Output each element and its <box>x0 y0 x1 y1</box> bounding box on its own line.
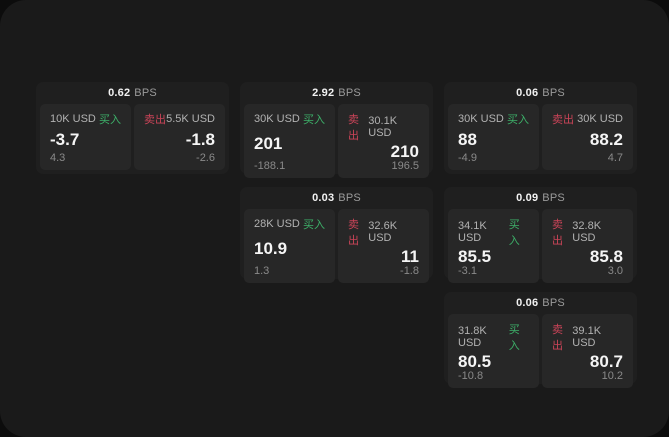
bps-header: 0.62 BPS <box>40 82 225 104</box>
sell-value: 11 <box>401 247 419 266</box>
sell-delta: 4.7 <box>607 152 623 164</box>
buy-value: 10.9 <box>254 239 288 258</box>
bps-unit-label: BPS <box>542 87 565 99</box>
bps-header: 0.03 BPS <box>244 187 429 209</box>
sell-quote-panel[interactable]: 卖出 39.1K USD 80.7 10.2 <box>542 314 633 388</box>
buy-amount: 30K USD <box>254 113 300 125</box>
quote-card: 0.03 BPS 28K USD 买入 10.9 1.3 卖出 32.6K US… <box>240 187 433 283</box>
sell-value: 80.7 <box>589 352 623 371</box>
buy-tag: 买入 <box>303 114 325 126</box>
sell-value: 88.2 <box>589 130 623 149</box>
buy-quote-panel[interactable]: 34.1K USD 买入 85.5 -3.1 <box>448 209 539 283</box>
buy-tag: 买入 <box>303 219 325 231</box>
bps-unit-label: BPS <box>542 297 565 309</box>
buy-amount: 30K USD <box>458 113 504 125</box>
sell-tag: 卖出 <box>552 114 574 126</box>
bps-unit-label: BPS <box>338 87 361 99</box>
sell-amount: 30K USD <box>577 113 623 125</box>
bps-header: 0.09 BPS <box>448 187 633 209</box>
buy-tag: 买入 <box>508 219 520 247</box>
buy-quote-panel[interactable]: 31.8K USD 买入 80.5 -10.8 <box>448 314 539 388</box>
bps-unit-label: BPS <box>542 192 565 204</box>
quote-card: 0.06 BPS 30K USD 买入 88 -4.9 卖出 30K USD <box>444 82 637 174</box>
bps-unit-label: BPS <box>338 192 361 204</box>
sell-delta: -1.8 <box>400 265 419 277</box>
buy-tag: 买入 <box>507 114 529 126</box>
sell-quote-panel[interactable]: 卖出 5.5K USD -1.8 -2.6 <box>134 104 225 170</box>
sell-amount: 32.8K USD <box>572 220 602 244</box>
buy-delta: -188.1 <box>254 160 286 172</box>
buy-value: 80.5 <box>458 352 492 371</box>
sell-amount: 39.1K USD <box>572 325 602 349</box>
buy-amount: 28K USD <box>254 218 300 230</box>
sell-quote-panel[interactable]: 卖出 32.6K USD 11 -1.8 <box>338 209 429 283</box>
buy-tag: 买入 <box>99 114 121 126</box>
bps-header: 0.06 BPS <box>448 82 633 104</box>
quote-grid: 0.62 BPS 10K USD 买入 -3.7 4.3 卖出 5.5K USD <box>36 82 637 388</box>
buy-amount: 34.1K USD <box>458 220 487 244</box>
sell-amount: 5.5K USD <box>166 113 215 125</box>
sell-delta: -2.6 <box>196 152 215 164</box>
buy-delta: -4.9 <box>458 152 477 164</box>
sell-quote-panel[interactable]: 卖出 30.1K USD 210 196.5 <box>338 104 429 178</box>
sell-amount: 32.6K USD <box>368 220 398 244</box>
buy-quote-panel[interactable]: 30K USD 买入 88 -4.9 <box>448 104 539 170</box>
buy-quote-panel[interactable]: 28K USD 买入 10.9 1.3 <box>244 209 335 283</box>
buy-quote-panel[interactable]: 10K USD 买入 -3.7 4.3 <box>40 104 131 170</box>
buy-delta: 4.3 <box>50 152 66 164</box>
buy-value: -3.7 <box>50 130 80 149</box>
bps-header: 0.06 BPS <box>448 292 633 314</box>
sell-tag: 卖出 <box>348 219 359 247</box>
buy-delta: -3.1 <box>458 265 477 277</box>
sell-quote-panel[interactable]: 卖出 32.8K USD 85.8 3.0 <box>542 209 633 283</box>
buy-value: 88 <box>458 130 477 149</box>
quote-card: 0.09 BPS 34.1K USD 买入 85.5 -3.1 卖出 32.8K… <box>444 187 637 283</box>
sell-value: 210 <box>390 142 419 161</box>
buy-quote-panel[interactable]: 30K USD 买入 201 -188.1 <box>244 104 335 178</box>
sell-tag: 卖出 <box>552 219 563 247</box>
sell-amount: 30.1K USD <box>368 115 398 139</box>
bps-value: 0.09 <box>516 192 539 204</box>
bps-value: 0.06 <box>516 297 539 309</box>
buy-tag: 买入 <box>508 324 520 352</box>
sell-delta: 3.0 <box>607 265 623 277</box>
bps-value: 0.03 <box>312 192 335 204</box>
sell-delta: 10.2 <box>601 370 623 382</box>
buy-value: 85.5 <box>458 247 492 266</box>
sell-tag: 卖出 <box>348 114 359 142</box>
bps-unit-label: BPS <box>134 87 157 99</box>
sell-quote-panel[interactable]: 卖出 30K USD 88.2 4.7 <box>542 104 633 170</box>
buy-delta: 1.3 <box>254 265 270 277</box>
sell-delta: 196.5 <box>391 160 419 172</box>
sell-tag: 卖出 <box>144 114 166 126</box>
sell-value: 85.8 <box>589 247 623 266</box>
sell-tag: 卖出 <box>552 324 563 352</box>
buy-amount: 31.8K USD <box>458 325 487 349</box>
quote-card: 0.62 BPS 10K USD 买入 -3.7 4.3 卖出 5.5K USD <box>36 82 229 174</box>
buy-delta: -10.8 <box>458 370 484 382</box>
quote-card: 2.92 BPS 30K USD 买入 201 -188.1 卖出 30.1K … <box>240 82 433 178</box>
quote-card: 0.06 BPS 31.8K USD 买入 80.5 -10.8 卖出 39.1… <box>444 292 637 388</box>
bps-value: 0.62 <box>108 87 131 99</box>
bps-value: 2.92 <box>312 87 335 99</box>
sell-value: -1.8 <box>185 130 215 149</box>
buy-value: 201 <box>254 134 283 153</box>
bps-value: 0.06 <box>516 87 539 99</box>
buy-amount: 10K USD <box>50 113 96 125</box>
bps-header: 2.92 BPS <box>244 82 429 104</box>
